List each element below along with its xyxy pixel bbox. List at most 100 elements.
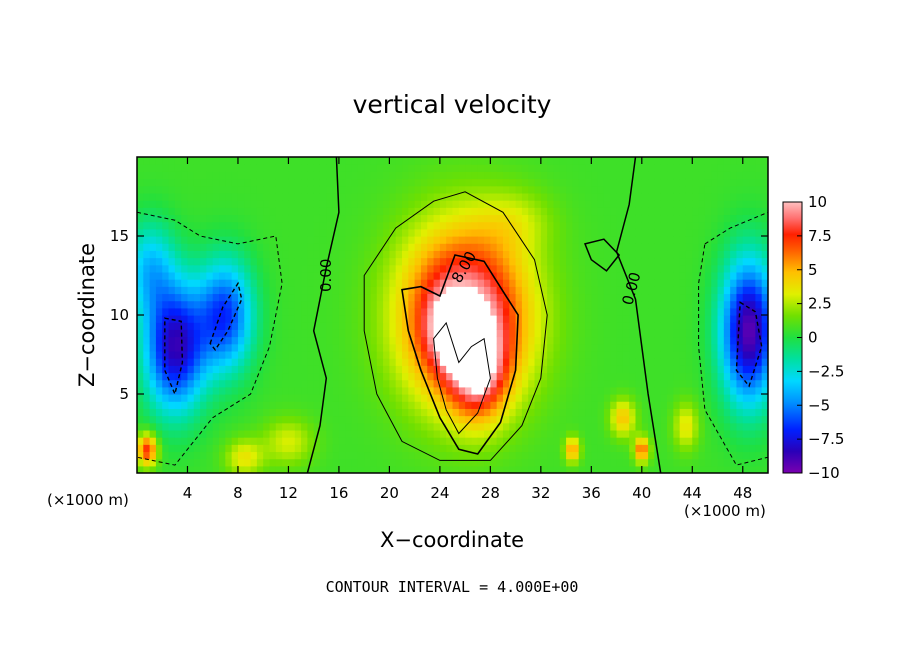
field-cell bbox=[458, 336, 466, 345]
field-cell bbox=[490, 394, 498, 402]
field-cell bbox=[679, 401, 687, 409]
field-cell bbox=[629, 271, 637, 280]
field-cell bbox=[654, 221, 662, 230]
field-cell bbox=[376, 207, 384, 216]
field-cell bbox=[288, 207, 296, 216]
field-cell bbox=[502, 350, 510, 359]
field-cell bbox=[730, 408, 738, 417]
field-cell bbox=[692, 322, 700, 330]
field-cell bbox=[383, 207, 390, 216]
field-cell bbox=[137, 214, 144, 223]
field-cell bbox=[433, 336, 441, 345]
field-cell bbox=[338, 329, 346, 338]
field-cell bbox=[521, 401, 529, 409]
field-cell bbox=[250, 429, 258, 438]
field-cell bbox=[225, 279, 233, 287]
field-cell bbox=[635, 171, 643, 180]
field-cell bbox=[446, 343, 454, 352]
field-cell bbox=[591, 386, 599, 395]
field-cell bbox=[496, 394, 504, 402]
field-cell bbox=[723, 178, 731, 187]
field-cell bbox=[660, 415, 668, 424]
field-cell bbox=[275, 358, 283, 366]
field-cell bbox=[749, 192, 756, 201]
field-cell bbox=[162, 236, 170, 244]
field-cell bbox=[294, 343, 302, 352]
field-cell bbox=[534, 365, 542, 374]
field-cell bbox=[263, 164, 271, 172]
field-cell bbox=[263, 437, 271, 445]
field-cell bbox=[433, 250, 441, 259]
field-cell bbox=[345, 372, 353, 381]
field-cell bbox=[427, 178, 435, 187]
field-cell bbox=[704, 329, 712, 338]
field-cell bbox=[521, 178, 529, 187]
field-cell bbox=[408, 379, 416, 388]
field-cell bbox=[275, 415, 283, 424]
field-cell bbox=[667, 221, 674, 230]
field-cell bbox=[673, 164, 681, 172]
field-cell bbox=[755, 386, 763, 395]
field-cell bbox=[269, 293, 277, 302]
field-cell bbox=[654, 192, 662, 201]
field-cell bbox=[698, 164, 706, 172]
field-cell bbox=[622, 386, 630, 395]
field-cell bbox=[515, 336, 523, 345]
field-cell bbox=[465, 279, 473, 287]
field-cell bbox=[433, 343, 441, 352]
field-cell bbox=[452, 157, 460, 165]
field-cell bbox=[761, 279, 768, 287]
field-cell bbox=[553, 293, 561, 302]
field-cell bbox=[622, 415, 630, 424]
field-cell bbox=[193, 401, 201, 409]
field-cell bbox=[730, 157, 738, 165]
field-cell bbox=[282, 422, 290, 431]
field-cell bbox=[521, 315, 529, 323]
field-cell bbox=[383, 386, 390, 395]
field-cell bbox=[660, 164, 668, 172]
field-cell bbox=[193, 358, 201, 366]
field-cell bbox=[149, 401, 157, 409]
field-cell bbox=[502, 178, 510, 187]
field-cell bbox=[597, 429, 605, 438]
field-cell bbox=[755, 444, 763, 453]
field-cell bbox=[711, 300, 719, 309]
field-cell bbox=[439, 372, 447, 381]
field-cell bbox=[502, 415, 510, 424]
field-cell bbox=[578, 178, 586, 187]
field-cell bbox=[635, 343, 643, 352]
field-cell bbox=[408, 164, 416, 172]
field-cell bbox=[414, 271, 422, 280]
field-cell bbox=[402, 157, 409, 165]
field-cell bbox=[402, 451, 409, 460]
field-cell bbox=[174, 300, 182, 309]
field-cell bbox=[458, 228, 466, 237]
field-cell bbox=[679, 394, 687, 402]
field-cell bbox=[603, 250, 611, 259]
field-cell bbox=[578, 300, 586, 309]
field-cell bbox=[458, 264, 466, 273]
field-cell bbox=[458, 243, 466, 251]
field-cell bbox=[307, 221, 315, 230]
field-cell bbox=[692, 300, 700, 309]
field-cell bbox=[629, 264, 637, 273]
field-cell bbox=[496, 257, 504, 266]
field-cell bbox=[402, 243, 409, 251]
field-cell bbox=[471, 157, 479, 165]
field-cell bbox=[326, 264, 334, 273]
field-cell bbox=[446, 336, 454, 345]
field-cell bbox=[528, 300, 536, 309]
field-cell bbox=[547, 157, 555, 165]
field-cell bbox=[351, 300, 359, 309]
field-cell bbox=[761, 343, 768, 352]
field-cell bbox=[635, 164, 643, 172]
field-cell bbox=[742, 271, 750, 280]
field-cell bbox=[685, 271, 693, 280]
field-cell bbox=[420, 157, 428, 165]
field-cell bbox=[540, 192, 548, 201]
field-cell bbox=[155, 157, 163, 165]
field-cell bbox=[553, 322, 561, 330]
field-cell bbox=[603, 164, 611, 172]
field-cell bbox=[490, 279, 498, 287]
field-cell bbox=[667, 315, 674, 323]
